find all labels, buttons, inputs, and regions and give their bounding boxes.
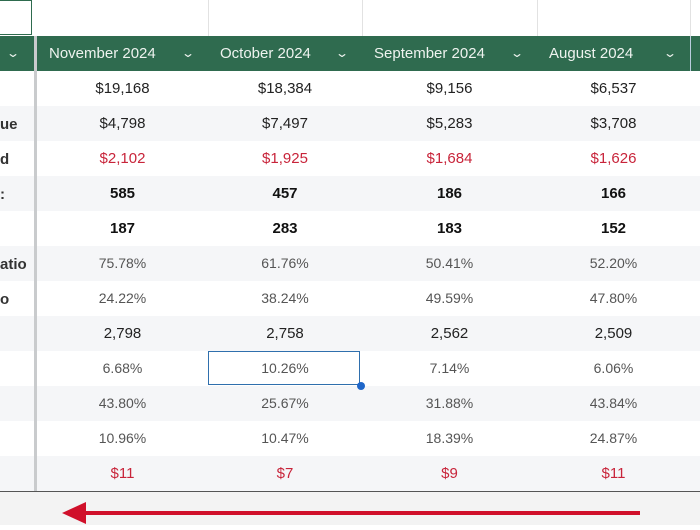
column-header[interactable]: October 2024 ⌄ [208, 36, 362, 71]
table-cell[interactable]: $9,156 [426, 80, 473, 97]
table-cell[interactable]: 6.06% [593, 360, 634, 376]
table-cell[interactable]: $18,384 [257, 80, 313, 97]
table-cell[interactable]: 52.20% [589, 255, 638, 271]
column-header-partial[interactable] [690, 36, 700, 71]
table-row: 6.68% 10.26% 7.14% 6.06% [0, 351, 700, 386]
table-cell[interactable]: 283 [272, 220, 298, 237]
table-cell[interactable]: 183 [436, 220, 463, 237]
table-cell[interactable]: 50.41% [425, 255, 474, 271]
table-cell[interactable]: $2,102 [99, 150, 146, 167]
table-bottom-border [0, 491, 700, 492]
table-row: 2,798 2,758 2,562 2,509 [0, 316, 700, 351]
table-cell[interactable]: 10.26% [261, 360, 309, 376]
table-cell[interactable]: $11 [601, 465, 626, 482]
table-cell[interactable]: $4,798 [99, 115, 146, 132]
table-cell[interactable]: 10.47% [261, 430, 309, 446]
frozen-pane-divider[interactable] [34, 36, 37, 494]
table-cell[interactable]: 18.39% [425, 430, 474, 446]
table-cell[interactable]: 49.59% [425, 290, 474, 306]
table-cell[interactable]: 2,758 [266, 325, 304, 342]
table-cell[interactable]: 47.80% [589, 290, 638, 306]
column-header[interactable]: September 2024 ⌄ [362, 36, 537, 71]
table-cell[interactable]: $9 [441, 465, 458, 482]
table-cell[interactable]: 38.24% [261, 290, 309, 306]
table-cell[interactable]: $7 [276, 465, 294, 482]
table-row: : 585 457 186 166 [0, 176, 700, 211]
table-cell[interactable]: $1,626 [590, 150, 637, 167]
arrow-left-icon [62, 502, 640, 524]
table-cell[interactable]: 2,798 [103, 325, 142, 342]
table-row: o 24.22% 38.24% 49.59% 47.80% [0, 281, 700, 316]
table-cell[interactable]: 6.68% [102, 360, 143, 376]
chevron-down-icon[interactable]: ⌄ [180, 46, 196, 60]
top-cell[interactable] [37, 0, 209, 36]
chevron-down-icon[interactable]: ⌄ [5, 46, 21, 60]
footer-area [0, 492, 700, 525]
row-label[interactable]: ue [0, 116, 18, 133]
row-label[interactable]: : [0, 186, 5, 203]
table-cell[interactable]: 10.96% [98, 430, 147, 446]
table-row: $19,168 $18,384 $9,156 $6,537 [0, 71, 700, 106]
table-cell[interactable]: $11 [110, 465, 135, 482]
table-cell[interactable]: $5,283 [426, 115, 473, 132]
table-cell[interactable]: 152 [600, 220, 627, 237]
table-header: ⌄ November 2024 ⌄ October 2024 ⌄ September 2… [0, 36, 700, 71]
table-cell[interactable]: 2,509 [594, 325, 633, 342]
table-cell[interactable]: $19,168 [95, 80, 150, 97]
top-cell[interactable] [208, 0, 363, 36]
table-cell[interactable]: 166 [600, 185, 627, 202]
table-row: atio 75.78% 61.76% 50.41% 52.20% [0, 246, 700, 281]
fill-handle[interactable] [357, 382, 365, 390]
table-cell[interactable]: 31.88% [425, 395, 474, 411]
row-label[interactable]: d [0, 151, 10, 168]
table-cell[interactable]: $7,497 [262, 115, 308, 132]
table-cell[interactable]: 2,562 [430, 325, 469, 342]
table-row: 43.80% 25.67% 31.88% 43.84% [0, 386, 700, 421]
table-cell[interactable]: 7.14% [429, 360, 470, 376]
table-cell[interactable]: $1,925 [262, 150, 308, 167]
column-header-label: November 2024 [49, 45, 156, 62]
column-header-label: October 2024 [220, 45, 311, 62]
table-cell[interactable]: 186 [436, 185, 463, 202]
table-cell[interactable]: 25.67% [261, 395, 309, 411]
chevron-down-icon[interactable]: ⌄ [509, 46, 525, 60]
column-header[interactable]: August 2024 ⌄ [537, 36, 690, 71]
table-cell[interactable]: 43.84% [589, 395, 638, 411]
table-cell[interactable]: 457 [272, 185, 298, 202]
table-cell[interactable]: $3,708 [590, 115, 637, 132]
table-row: $11 $7 $9 $11 [0, 456, 700, 491]
chevron-down-icon[interactable]: ⌄ [334, 46, 350, 60]
table-row: 187 283 183 152 [0, 211, 700, 246]
top-cell[interactable] [362, 0, 538, 36]
table-cell[interactable]: 61.76% [261, 255, 309, 271]
table-row: d $2,102 $1,925 $1,684 $1,626 [0, 141, 700, 176]
table-cell[interactable]: 75.78% [98, 255, 147, 271]
selected-top-cell[interactable] [0, 0, 32, 35]
table-row: ue $4,798 $7,497 $5,283 $3,708 [0, 106, 700, 141]
table-cell[interactable]: 24.87% [589, 430, 638, 446]
table-cell[interactable]: 187 [109, 220, 136, 237]
selected-cell[interactable] [208, 351, 360, 385]
row-label[interactable]: o [0, 291, 10, 308]
top-cell[interactable] [537, 0, 691, 36]
table-cell[interactable]: $6,537 [590, 80, 637, 97]
row-label[interactable]: atio [0, 256, 27, 273]
table-cell[interactable]: 43.80% [98, 395, 147, 411]
table-cell[interactable]: $1,684 [426, 150, 473, 167]
column-header-label: August 2024 [549, 45, 634, 62]
column-header[interactable]: November 2024 ⌄ [37, 36, 208, 71]
table-row: 10.96% 10.47% 18.39% 24.87% [0, 421, 700, 456]
top-row [0, 0, 700, 37]
table-cell[interactable]: 24.22% [98, 290, 147, 306]
chevron-down-icon[interactable]: ⌄ [662, 46, 678, 60]
column-header-label: September 2024 [374, 45, 485, 62]
table-cell[interactable]: 585 [109, 185, 136, 202]
